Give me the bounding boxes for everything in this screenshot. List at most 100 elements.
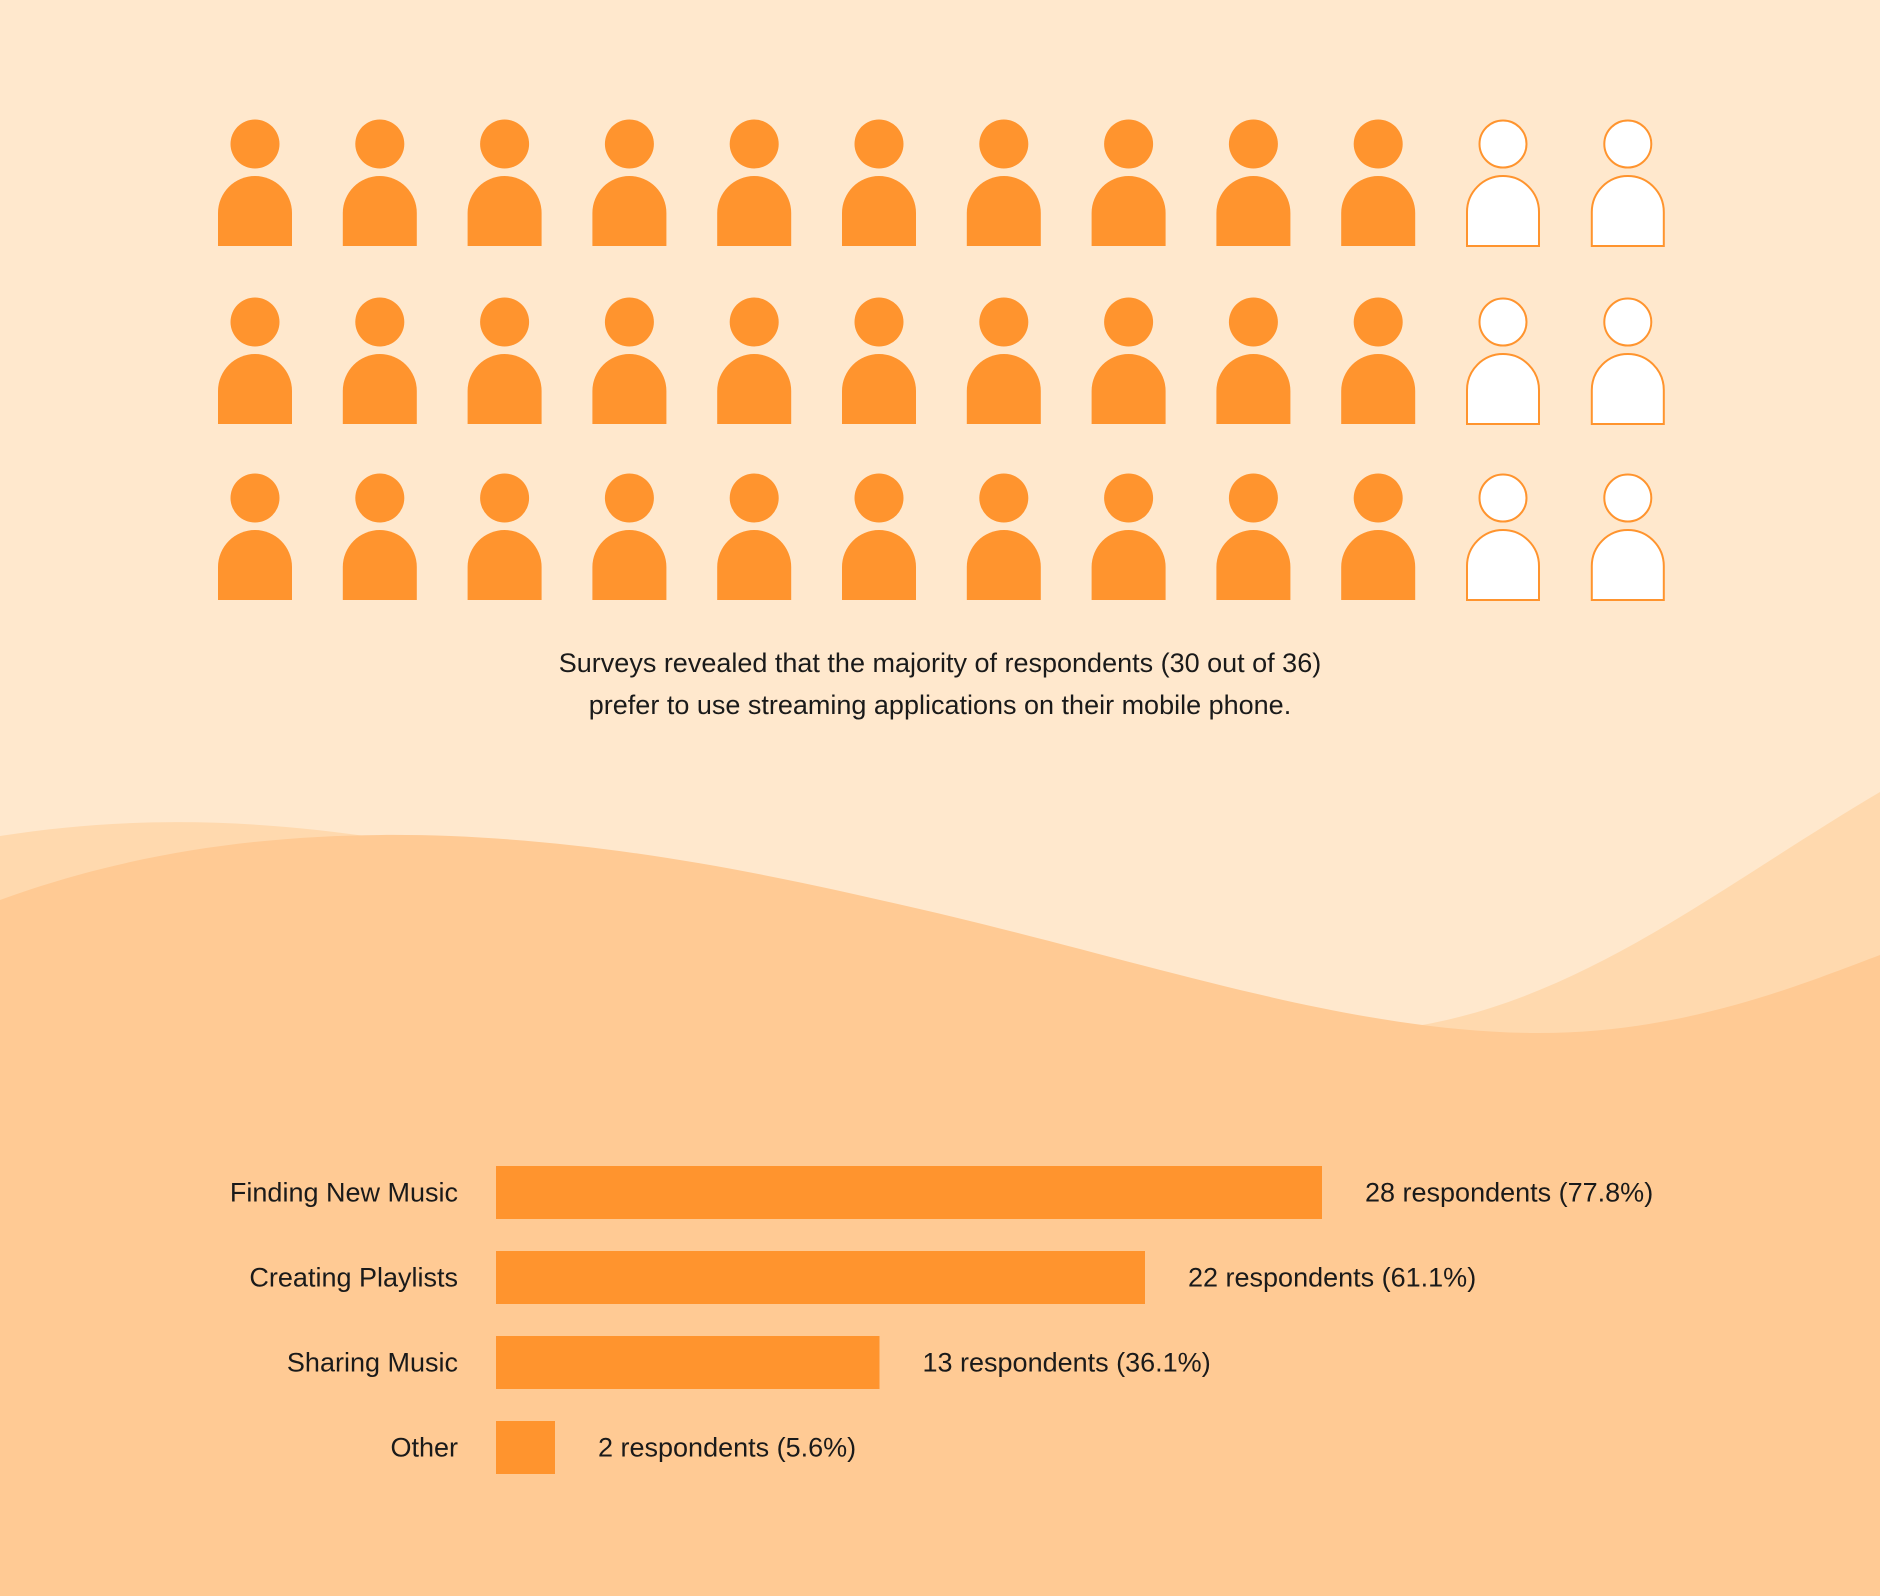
- bar: [496, 1336, 880, 1389]
- person-icon-highlighted: [1341, 119, 1416, 246]
- person-head: [355, 297, 405, 347]
- person-icon-highlighted: [1341, 473, 1416, 600]
- person-body: [1216, 530, 1291, 600]
- person-icon-outline: [1466, 119, 1540, 247]
- person-head: [1478, 119, 1528, 169]
- person-head: [230, 119, 280, 169]
- person-icon-highlighted: [1216, 297, 1291, 424]
- person-head: [1104, 119, 1154, 169]
- person-body: [1466, 175, 1540, 247]
- person-body: [1590, 353, 1665, 425]
- person-icon-highlighted: [842, 473, 916, 600]
- person-body: [1091, 530, 1166, 600]
- person-body: [342, 176, 417, 246]
- person-body: [1341, 176, 1416, 246]
- category-label: Finding New Music: [230, 1178, 458, 1208]
- person-head: [1603, 119, 1653, 169]
- person-icon-outline: [1590, 473, 1665, 601]
- person-body: [1341, 354, 1416, 424]
- person-body: [1091, 176, 1166, 246]
- caption-line-1: Surveys revealed that the majority of re…: [558, 648, 1322, 678]
- person-body: [966, 175, 1041, 246]
- person-body: [1466, 529, 1540, 601]
- person-head: [729, 473, 779, 523]
- person-head: [1104, 473, 1154, 523]
- person-body: [1216, 354, 1291, 424]
- person-head: [230, 473, 280, 523]
- person-body: [467, 530, 542, 600]
- person-icon-highlighted: [717, 297, 792, 424]
- person-icon-highlighted: [966, 119, 1041, 246]
- person-icon-highlighted: [1341, 297, 1416, 424]
- person-body: [842, 176, 916, 246]
- person-head: [1353, 297, 1403, 347]
- respondent-pictogram: [218, 119, 1665, 601]
- caption-line-2: prefer to use streaming applications on …: [588, 690, 1292, 720]
- bar: [496, 1251, 1145, 1304]
- person-icon-highlighted: [1216, 119, 1291, 246]
- data-label: 13 respondents (36.1%): [923, 1348, 1211, 1378]
- person-body: [1091, 354, 1166, 424]
- person-icon-highlighted: [592, 297, 667, 424]
- person-icon-highlighted: [218, 119, 292, 246]
- person-icon-highlighted: [467, 119, 542, 246]
- data-label: 2 respondents (5.6%): [598, 1433, 856, 1463]
- person-body: [218, 530, 292, 600]
- person-head: [355, 473, 405, 523]
- person-icon-highlighted: [342, 473, 417, 600]
- person-head: [979, 473, 1029, 523]
- person-icon-outline: [1590, 297, 1665, 425]
- person-head: [979, 119, 1029, 169]
- category-label: Creating Playlists: [249, 1263, 458, 1293]
- person-body: [842, 354, 916, 424]
- person-head: [355, 119, 405, 169]
- person-icon-highlighted: [592, 119, 667, 246]
- person-head: [604, 119, 654, 169]
- person-body: [467, 354, 542, 424]
- person-body: [342, 530, 417, 600]
- person-head: [979, 297, 1029, 347]
- person-head: [1603, 297, 1653, 347]
- person-head: [1603, 473, 1653, 523]
- person-head: [480, 473, 530, 523]
- person-body: [1466, 353, 1540, 425]
- category-label: Other: [390, 1433, 458, 1463]
- person-head: [1228, 119, 1278, 169]
- person-icon-outline: [1466, 473, 1540, 601]
- person-body: [1216, 176, 1291, 246]
- person-head: [604, 297, 654, 347]
- person-icon-highlighted: [467, 297, 542, 424]
- person-body: [218, 176, 292, 246]
- person-icon-highlighted: [218, 297, 292, 424]
- person-body: [592, 176, 667, 246]
- person-head: [480, 297, 530, 347]
- person-head: [1353, 119, 1403, 169]
- person-icon-outline: [1590, 119, 1665, 247]
- person-head: [729, 119, 779, 169]
- person-body: [1590, 529, 1665, 601]
- person-head: [1478, 473, 1528, 523]
- person-body: [717, 530, 792, 600]
- person-icon-highlighted: [592, 473, 667, 600]
- person-body: [966, 530, 1041, 600]
- bar: [496, 1421, 555, 1474]
- bar: [496, 1166, 1322, 1219]
- person-head: [729, 297, 779, 347]
- person-icon-highlighted: [966, 297, 1041, 424]
- person-body: [717, 354, 792, 424]
- person-body: [218, 354, 292, 424]
- person-body: [842, 530, 916, 600]
- category-label: Sharing Music: [287, 1348, 458, 1378]
- person-body: [342, 354, 417, 424]
- person-icon-highlighted: [966, 473, 1041, 600]
- person-body: [1590, 175, 1665, 247]
- person-icon-highlighted: [1091, 297, 1166, 424]
- person-head: [854, 473, 904, 523]
- person-body: [592, 354, 667, 424]
- person-icon-highlighted: [717, 119, 792, 246]
- person-body: [717, 176, 792, 246]
- person-icon-outline: [1466, 297, 1540, 425]
- person-icon-highlighted: [218, 473, 292, 600]
- person-body: [1341, 530, 1416, 600]
- person-icon-highlighted: [717, 473, 792, 600]
